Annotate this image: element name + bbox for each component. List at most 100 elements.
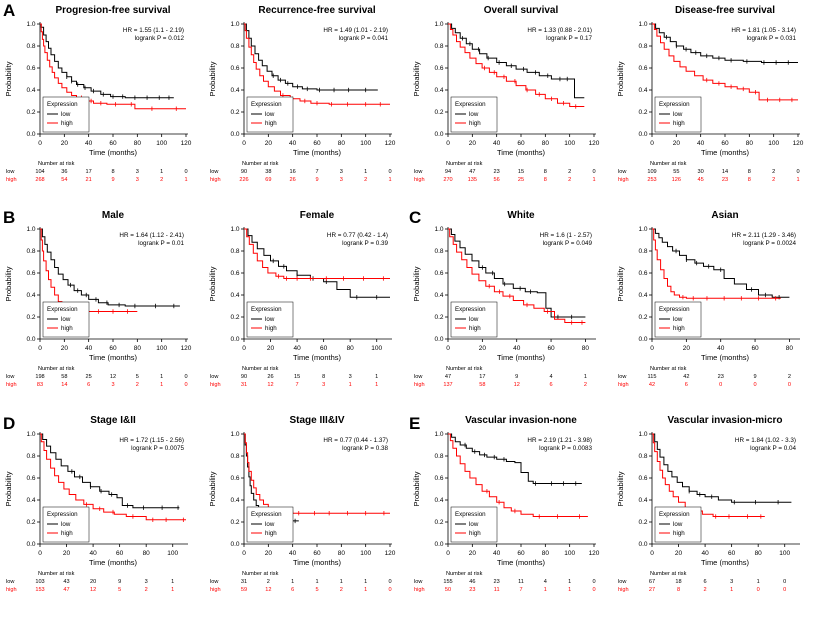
km-curve-high	[652, 23, 798, 101]
y-tick-label: 0.0	[230, 541, 239, 548]
risk-value: 198	[35, 374, 44, 380]
risk-value: 2	[772, 169, 775, 175]
logrank-annotation: logrank P = 0.38	[342, 445, 388, 452]
risk-value: 1	[757, 579, 760, 585]
x-tick-label: 100	[167, 550, 178, 557]
logrank-annotation: logrank P = 0.041	[339, 35, 389, 42]
km-plot-cell: Vascular invasion-none 0.0 0.2 0.4 0.6 0.8 1.0…	[408, 410, 612, 615]
x-tick-label: 80	[746, 140, 754, 147]
y-tick-label: 0.8	[230, 453, 239, 460]
km-plot-svg: Female 0.0 0.2 0.4 0.6 0.8 1.0 0 20 40 60 80 100 Time…	[208, 210, 392, 388]
x-tick-label: 20	[265, 140, 273, 147]
risk-value: 1	[184, 177, 187, 183]
risk-value: 253	[647, 177, 656, 183]
risk-value: 3	[136, 169, 139, 175]
risk-value: 2	[568, 177, 571, 183]
x-tick-label: 40	[85, 345, 93, 352]
risk-value: 1	[160, 374, 163, 380]
y-axis-label: Probability	[412, 266, 421, 301]
legend-box	[450, 506, 498, 543]
risk-value: 1	[160, 382, 163, 388]
risk-value: 0	[592, 587, 595, 593]
x-tick-label: 120	[589, 550, 600, 557]
km-plot-svg: White 0.0 0.2 0.4 0.6 0.8 1.0 0 20 40 60 80 Time (mo…	[412, 210, 596, 388]
risk-value: 9	[753, 374, 756, 380]
km-plot-cell: Vascular invasion-micro 0.0 0.2 0.4 0.6 0.8 1.…	[612, 410, 816, 615]
km-plot-cell: Male 0.0 0.2 0.4 0.6 0.8 1.0 0 20 40 60 80 100 120 Tim…	[0, 205, 204, 410]
x-tick-label: 40	[717, 345, 725, 352]
legend-label-high: high	[265, 530, 277, 537]
x-tick-label: 80	[134, 140, 142, 147]
legend-title: Expression	[659, 511, 690, 518]
y-tick-label: 0.8	[230, 248, 239, 255]
risk-value: 0	[184, 382, 187, 388]
x-axis-label: Time (months)	[701, 558, 750, 567]
x-axis-label: Time (months)	[89, 148, 138, 157]
x-tick-label: 60	[728, 550, 736, 557]
risk-value: 7	[519, 587, 522, 593]
risk-value: 0	[592, 579, 595, 585]
hr-annotation: HR = 1.84 (1.02 - 3.3)	[735, 437, 796, 444]
x-tick-label: 40	[493, 140, 501, 147]
km-plot-cell: Recurrence-free survival 0.0 0.2 0.4 0.6 0.8 1…	[204, 0, 408, 205]
risk-row-label-low: low	[414, 374, 423, 380]
risk-value: 15	[294, 374, 300, 380]
panel-label-d: D	[3, 414, 16, 433]
x-tick-label: 100	[564, 550, 575, 557]
risk-value: 0	[388, 579, 391, 585]
legend-label-low: low	[673, 111, 683, 118]
x-tick-label: 60	[517, 140, 525, 147]
risk-value: 23	[494, 579, 500, 585]
risk-value: 1	[730, 587, 733, 593]
risk-table-header: Number at risk	[650, 161, 687, 167]
hr-annotation: HR = 1.64 (1.12 - 2.41)	[119, 232, 184, 239]
y-axis-label: Probability	[412, 471, 421, 506]
legend-label-low: low	[265, 521, 275, 528]
risk-value: 1	[171, 579, 174, 585]
risk-value: 153	[35, 587, 44, 593]
y-tick-label: 1.0	[638, 226, 647, 233]
logrank-annotation: logrank P = 0.0083	[539, 445, 592, 452]
y-tick-label: 1.0	[434, 431, 443, 438]
y-tick-label: 1.0	[26, 21, 35, 28]
x-tick-label: 60	[313, 550, 321, 557]
risk-value: 1	[796, 177, 799, 183]
logrank-annotation: logrank P = 0.031	[747, 35, 797, 42]
risk-value: 7	[296, 382, 299, 388]
y-tick-label: 0.2	[434, 314, 443, 321]
risk-value: 12	[514, 382, 520, 388]
risk-value: 38	[265, 169, 271, 175]
legend-label-low: low	[469, 316, 479, 323]
x-tick-label: 100	[371, 345, 382, 352]
x-tick-label: 20	[469, 140, 477, 147]
y-tick-label: 0.2	[638, 519, 647, 526]
x-tick-label: 0	[242, 345, 246, 352]
risk-value: 3	[349, 374, 352, 380]
risk-row-label-low: low	[618, 374, 627, 380]
x-tick-label: 100	[779, 550, 790, 557]
km-curve-low	[40, 23, 174, 99]
x-tick-label: 0	[446, 345, 450, 352]
x-tick-label: 80	[786, 345, 794, 352]
risk-value: 45	[698, 177, 704, 183]
risk-value: 12	[265, 587, 271, 593]
legend-label-low: low	[265, 316, 275, 323]
y-tick-label: 0.4	[434, 497, 443, 504]
x-tick-label: 120	[385, 140, 396, 147]
x-tick-label: 120	[181, 345, 192, 352]
risk-value: 1	[291, 579, 294, 585]
risk-value: 2	[584, 382, 587, 388]
y-tick-label: 1.0	[230, 21, 239, 28]
risk-value: 2	[160, 177, 163, 183]
y-tick-label: 0.6	[26, 475, 35, 482]
risk-value: 2	[267, 579, 270, 585]
x-tick-label: 80	[582, 345, 590, 352]
risk-value: 69	[265, 177, 271, 183]
logrank-annotation: logrank P = 0.0075	[131, 445, 184, 452]
logrank-annotation: logrank P = 0.049	[543, 240, 593, 247]
legend-label-low: low	[469, 521, 479, 528]
y-tick-label: 0.2	[26, 314, 35, 321]
risk-value: 270	[443, 177, 452, 183]
risk-value: 115	[648, 374, 657, 380]
